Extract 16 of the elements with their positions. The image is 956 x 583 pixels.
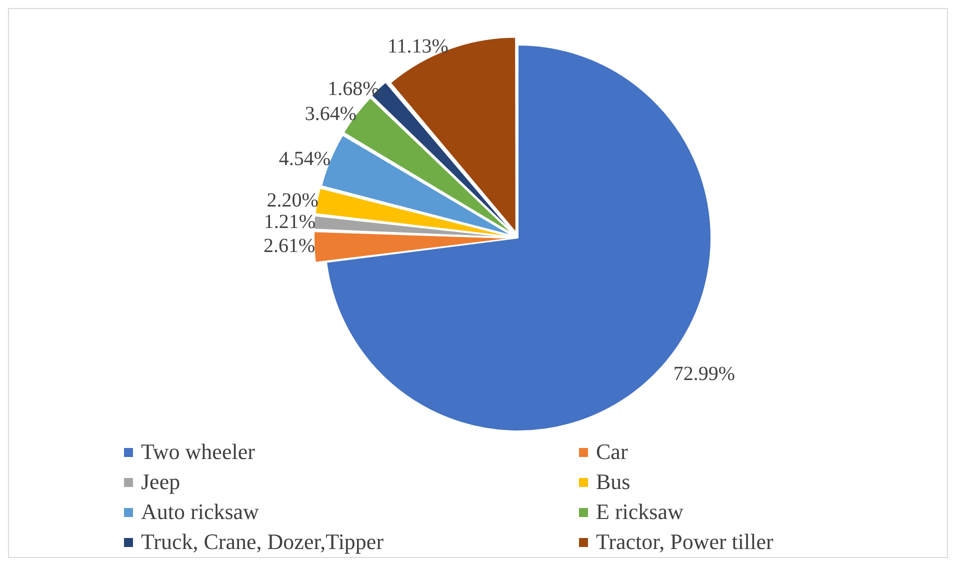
data-label: 72.99% <box>673 363 735 386</box>
legend-label: Truck, Crane, Dozer,Tipper <box>141 529 384 555</box>
data-label: 2.20% <box>266 189 318 212</box>
data-label: 2.61% <box>264 235 316 258</box>
legend-label: Bus <box>596 469 630 495</box>
legend-label: Tractor, Power tiller <box>596 529 774 555</box>
legend-label: Two wheeler <box>141 439 255 465</box>
legend-label: Car <box>596 439 628 465</box>
legend-label: Auto ricksaw <box>141 499 259 525</box>
data-label: 1.68% <box>328 78 380 100</box>
legend-label: Jeep <box>141 469 180 495</box>
legend-label: E ricksaw <box>596 499 684 525</box>
data-label: 11.13% <box>388 36 448 58</box>
data-label: 3.64% <box>304 103 357 126</box>
data-label: 4.54% <box>278 148 331 170</box>
data-label: 1.21% <box>264 210 316 233</box>
